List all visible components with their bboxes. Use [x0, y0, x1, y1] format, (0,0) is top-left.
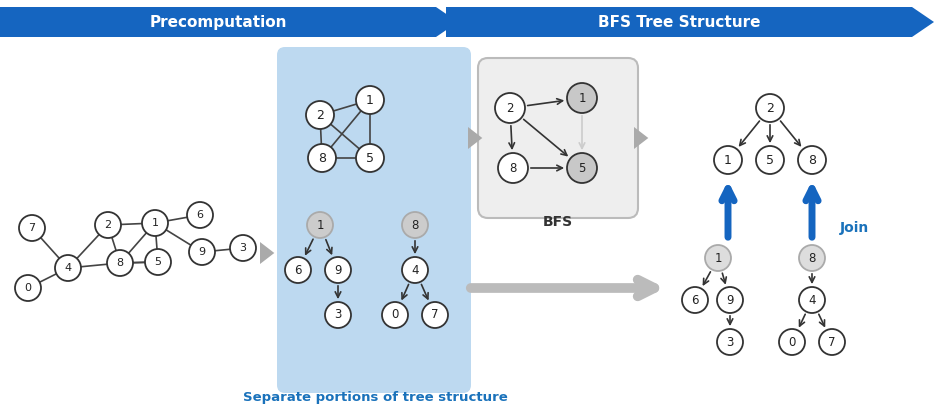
Text: 8: 8: [808, 251, 815, 265]
Text: 8: 8: [117, 258, 123, 268]
Circle shape: [717, 287, 743, 313]
Text: 2: 2: [506, 101, 514, 115]
Circle shape: [819, 329, 845, 355]
Text: 7: 7: [432, 309, 439, 321]
Circle shape: [402, 257, 428, 283]
Text: BFS: BFS: [543, 215, 573, 229]
Text: 2: 2: [766, 101, 774, 115]
Text: 5: 5: [578, 162, 586, 175]
Circle shape: [422, 302, 448, 328]
Text: 7: 7: [28, 223, 35, 233]
Polygon shape: [446, 7, 934, 37]
Circle shape: [356, 86, 384, 114]
Text: 2: 2: [105, 220, 111, 230]
Text: BFS Tree Structure: BFS Tree Structure: [598, 14, 760, 30]
Polygon shape: [634, 127, 648, 149]
Circle shape: [55, 255, 81, 281]
Circle shape: [95, 212, 121, 238]
Text: 7: 7: [828, 335, 836, 349]
Circle shape: [325, 257, 351, 283]
Circle shape: [714, 146, 742, 174]
FancyBboxPatch shape: [478, 58, 638, 218]
Text: Precomputation: Precomputation: [149, 14, 287, 30]
Circle shape: [382, 302, 408, 328]
Circle shape: [325, 302, 351, 328]
Circle shape: [15, 275, 41, 301]
Circle shape: [308, 144, 336, 172]
Text: 6: 6: [294, 264, 302, 276]
Text: 4: 4: [808, 293, 815, 307]
Text: 0: 0: [391, 309, 399, 321]
Text: 4: 4: [64, 263, 72, 273]
Circle shape: [107, 250, 133, 276]
Circle shape: [705, 245, 731, 271]
Circle shape: [189, 239, 215, 265]
Circle shape: [799, 245, 825, 271]
Circle shape: [356, 144, 384, 172]
Circle shape: [495, 93, 525, 123]
Text: 8: 8: [509, 162, 517, 175]
Text: 9: 9: [727, 293, 734, 307]
FancyBboxPatch shape: [277, 47, 471, 393]
Circle shape: [402, 212, 428, 238]
Text: 1: 1: [715, 251, 722, 265]
Circle shape: [498, 153, 528, 183]
Text: 1: 1: [151, 218, 159, 228]
Circle shape: [756, 94, 784, 122]
Text: 0: 0: [788, 335, 796, 349]
Text: 8: 8: [411, 218, 418, 232]
Text: 1: 1: [317, 218, 324, 232]
Text: 1: 1: [578, 91, 586, 105]
Text: 3: 3: [334, 309, 342, 321]
Text: 8: 8: [318, 152, 326, 164]
Text: 9: 9: [198, 247, 205, 257]
Circle shape: [779, 329, 805, 355]
Text: 3: 3: [239, 243, 247, 253]
Circle shape: [187, 202, 213, 228]
Text: 6: 6: [691, 293, 699, 307]
Text: 1: 1: [724, 154, 732, 166]
Text: 1: 1: [366, 94, 374, 106]
Text: 3: 3: [727, 335, 734, 349]
Text: 2: 2: [316, 108, 324, 122]
Circle shape: [567, 83, 597, 113]
Text: 8: 8: [808, 154, 816, 166]
Circle shape: [717, 329, 743, 355]
Polygon shape: [0, 7, 458, 37]
Polygon shape: [260, 242, 275, 264]
Text: 5: 5: [154, 257, 162, 267]
Text: 0: 0: [24, 283, 32, 293]
Circle shape: [798, 146, 826, 174]
Circle shape: [567, 153, 597, 183]
Circle shape: [142, 210, 168, 236]
Text: 4: 4: [411, 264, 418, 276]
Circle shape: [799, 287, 825, 313]
Circle shape: [285, 257, 311, 283]
Text: Join: Join: [840, 221, 870, 235]
Circle shape: [756, 146, 784, 174]
Text: 9: 9: [334, 264, 342, 276]
Text: Separate portions of tree structure: Separate portions of tree structure: [243, 391, 507, 405]
Text: 5: 5: [766, 154, 774, 166]
Circle shape: [145, 249, 171, 275]
Circle shape: [682, 287, 708, 313]
Text: 6: 6: [196, 210, 204, 220]
Text: 5: 5: [366, 152, 374, 164]
Circle shape: [306, 101, 334, 129]
Circle shape: [230, 235, 256, 261]
Circle shape: [307, 212, 333, 238]
Circle shape: [19, 215, 45, 241]
Polygon shape: [468, 127, 482, 149]
